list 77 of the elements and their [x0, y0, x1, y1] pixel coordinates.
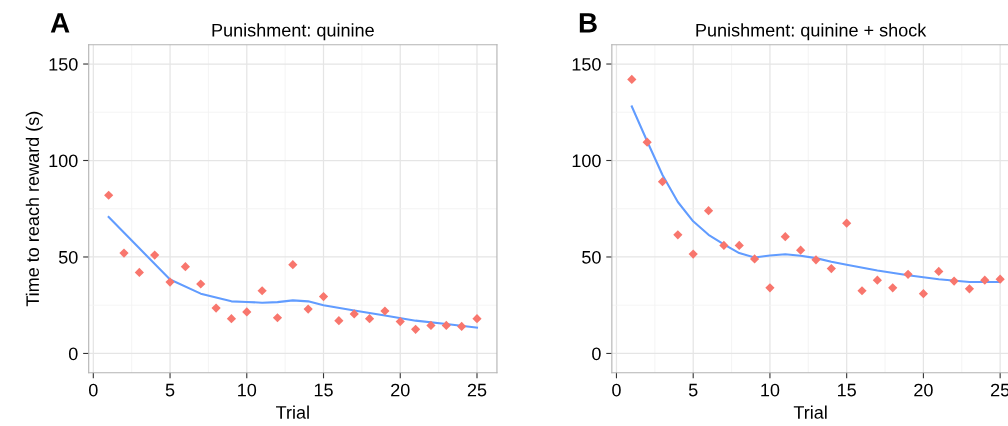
point — [842, 218, 852, 228]
point — [211, 303, 221, 313]
point — [303, 304, 313, 314]
point — [165, 277, 175, 287]
x-tick-label: 20 — [391, 383, 410, 397]
y-tick-label: 0 — [592, 347, 601, 361]
point — [719, 240, 729, 251]
point — [627, 74, 637, 85]
y-tick-label: 100 — [572, 154, 601, 168]
text: A — [50, 13, 70, 33]
point — [934, 266, 944, 277]
point — [872, 275, 882, 285]
y-tick-label: 150 — [572, 57, 601, 71]
x-tick-label: 25 — [467, 383, 487, 397]
point — [780, 232, 790, 242]
y-tick-label: 50 — [58, 250, 78, 264]
point — [995, 274, 1005, 284]
point — [426, 320, 436, 331]
y-tick-label: 150 — [49, 57, 78, 71]
point — [257, 286, 267, 296]
x-axis-title: Trial — [793, 405, 827, 419]
chart-title: Punishment: quinine — [212, 23, 374, 41]
y-tick-label: 0 — [68, 347, 78, 361]
point — [964, 284, 975, 294]
y-tick-label: 100 — [49, 154, 78, 168]
point — [380, 306, 390, 316]
chart-title: Punishment: quinine + shock — [696, 23, 927, 41]
point — [949, 276, 959, 286]
x-axis-title: Trial — [276, 405, 309, 419]
x-tick-label: 20 — [914, 383, 933, 397]
point — [288, 260, 298, 270]
point — [180, 262, 190, 272]
point — [196, 279, 206, 289]
point — [765, 283, 775, 293]
point — [134, 267, 144, 278]
x-tick-label: 0 — [612, 383, 621, 397]
point — [749, 254, 760, 264]
point — [457, 321, 467, 332]
x-tick-label: 15 — [838, 383, 856, 397]
point — [472, 314, 482, 324]
point — [395, 317, 405, 327]
point — [903, 269, 913, 279]
point — [703, 206, 714, 216]
point — [349, 309, 359, 319]
point — [657, 177, 668, 187]
point — [272, 313, 283, 323]
point — [796, 245, 806, 255]
point — [826, 263, 836, 274]
point — [242, 307, 252, 317]
point — [673, 230, 683, 240]
point — [441, 320, 451, 331]
point — [364, 314, 375, 324]
y-tick-label: 50 — [582, 250, 601, 264]
x-tick-label: 5 — [165, 383, 175, 397]
x-tick-label: 10 — [761, 383, 780, 397]
x-tick-label: 5 — [688, 383, 698, 397]
x-tick-label: 0 — [88, 383, 98, 397]
point — [734, 240, 744, 251]
text: B — [579, 13, 597, 33]
point — [334, 316, 344, 326]
line-series — [107, 216, 479, 329]
x-tick-label: 10 — [238, 383, 257, 397]
point — [411, 324, 421, 334]
point — [888, 283, 898, 293]
point — [104, 190, 114, 200]
point — [226, 314, 237, 324]
point — [318, 291, 329, 302]
point — [119, 248, 129, 258]
point — [642, 137, 652, 147]
y-axis-title: Time to reach reward (s) — [25, 111, 43, 307]
point — [857, 286, 867, 296]
point — [980, 275, 990, 285]
point — [918, 289, 929, 299]
point — [688, 249, 698, 259]
point — [811, 255, 821, 265]
x-tick-label: 15 — [314, 383, 333, 397]
point — [150, 250, 160, 260]
